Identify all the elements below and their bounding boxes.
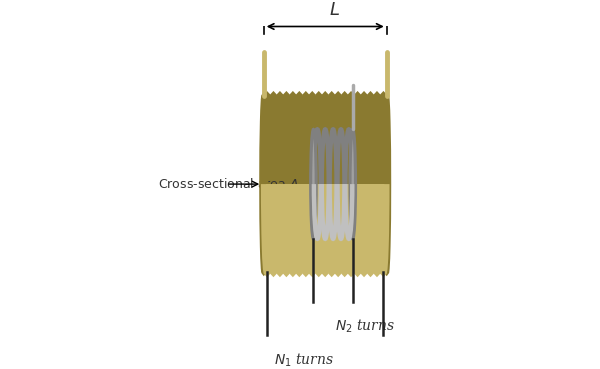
Ellipse shape bbox=[311, 130, 316, 239]
Text: Cross-sectional area $A$: Cross-sectional area $A$ bbox=[158, 177, 299, 191]
Text: $L$: $L$ bbox=[329, 1, 340, 18]
Ellipse shape bbox=[262, 96, 266, 272]
Bar bbox=[264, 96, 386, 272]
Text: $N_2$ turns: $N_2$ turns bbox=[335, 318, 395, 335]
Ellipse shape bbox=[385, 96, 389, 272]
Text: $N_1$ turns: $N_1$ turns bbox=[274, 351, 334, 369]
Ellipse shape bbox=[350, 130, 356, 239]
